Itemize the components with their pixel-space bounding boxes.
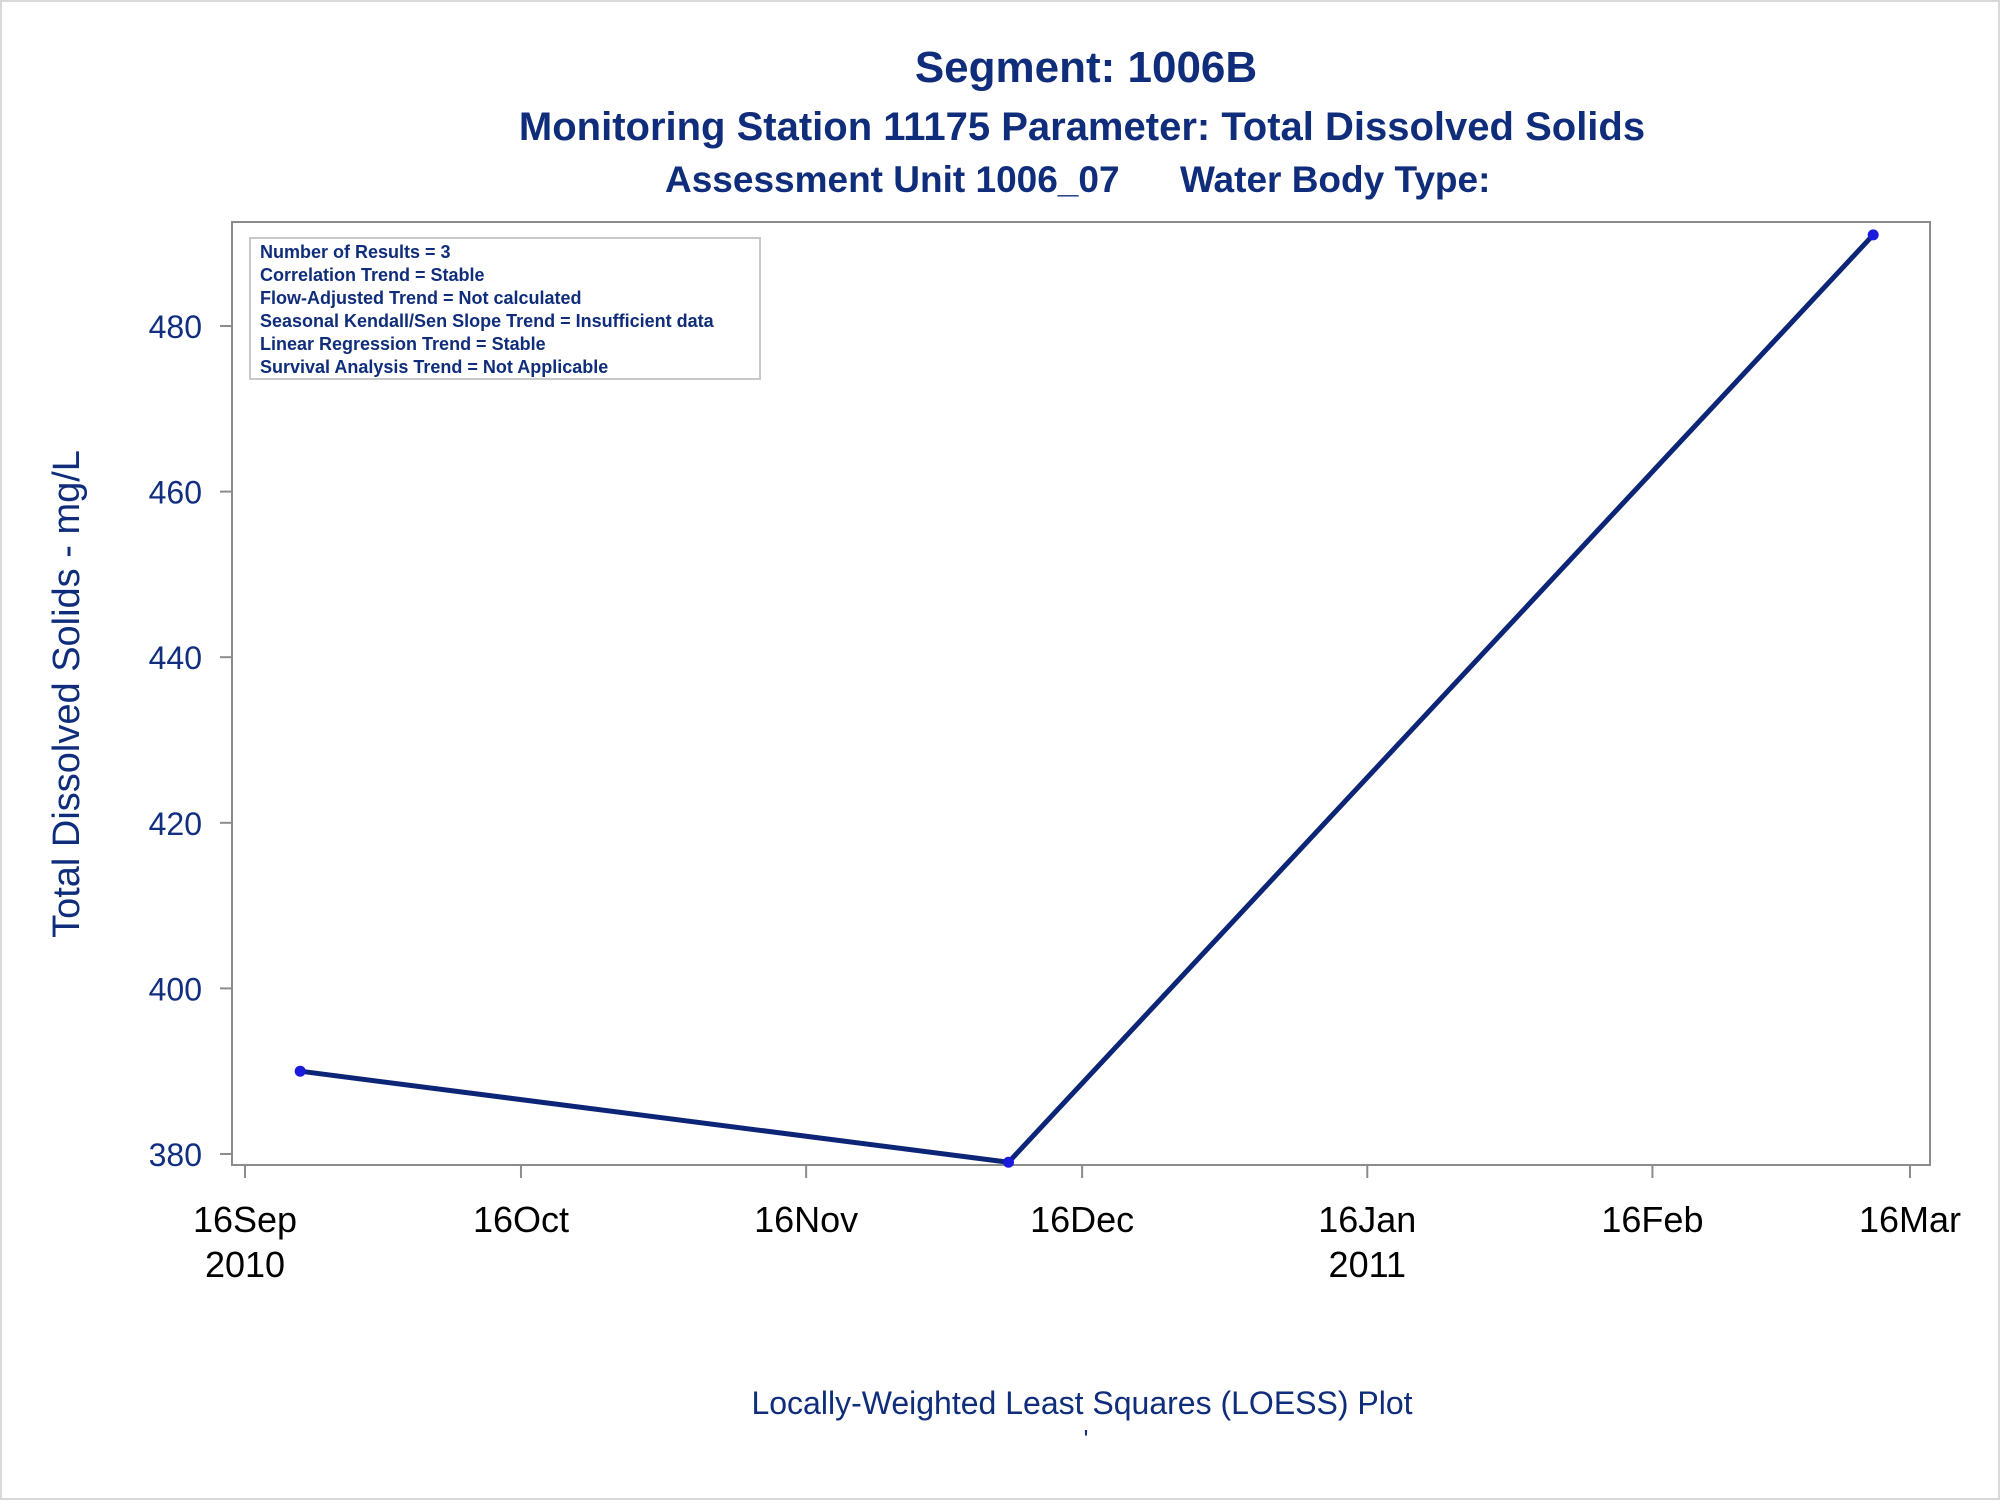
chart-subtitle: Monitoring Station 11175 Parameter: Tota…	[519, 105, 1645, 149]
data-point	[1867, 229, 1879, 241]
stats-box-border	[249, 237, 761, 380]
stats-line: Correlation Trend = Stable	[260, 265, 485, 285]
chart-title: Segment: 1006B	[915, 43, 1257, 92]
stats-line: Number of Results = 3	[260, 242, 451, 262]
y-tick-label: 420	[149, 806, 202, 842]
x-tick-label: 16Oct	[473, 1199, 569, 1240]
chart-subtitle-assessment-unit: Assessment Unit 1006_07	[665, 159, 1120, 200]
data-point	[294, 1065, 306, 1077]
footnote-mark: '	[1084, 1424, 1089, 1454]
y-axis: 380 400 420 440 460 480	[149, 309, 232, 1173]
data-point	[1003, 1156, 1015, 1168]
stats-line: Seasonal Kendall/Sen Slope Trend = Insuf…	[260, 311, 715, 331]
x-tick-year-label: 2011	[1329, 1244, 1406, 1285]
footnote: Locally-Weighted Least Squares (LOESS) P…	[751, 1385, 1412, 1421]
stats-line: Flow-Adjusted Trend = Not calculated	[260, 288, 582, 308]
x-tick-label: 16Jan	[1318, 1199, 1416, 1240]
y-axis-label: Total Dissolved Solids - mg/L	[46, 450, 88, 938]
stats-line: Survival Analysis Trend = Not Applicable	[260, 357, 608, 377]
chart-subtitle-water-body-type: Water Body Type:	[1180, 159, 1490, 200]
y-tick-label: 400	[149, 971, 202, 1007]
stats-line: Linear Regression Trend = Stable	[260, 334, 546, 354]
x-tick-label: 16Mar	[1859, 1199, 1961, 1240]
x-tick-year-label: 2010	[205, 1244, 285, 1285]
x-tick-label: 16Sep	[193, 1199, 297, 1240]
y-tick-label: 380	[149, 1137, 202, 1173]
x-tick-label: 16Feb	[1601, 1199, 1703, 1240]
y-tick-label: 460	[149, 475, 202, 511]
x-tick-label: 16Dec	[1030, 1199, 1134, 1240]
x-tick-label: 16Nov	[754, 1199, 858, 1240]
y-tick-label: 480	[149, 309, 202, 345]
data-series	[294, 229, 1879, 1168]
y-tick-label: 440	[149, 640, 202, 676]
stats-box: Number of Results = 3 Correlation Trend =…	[249, 237, 761, 380]
